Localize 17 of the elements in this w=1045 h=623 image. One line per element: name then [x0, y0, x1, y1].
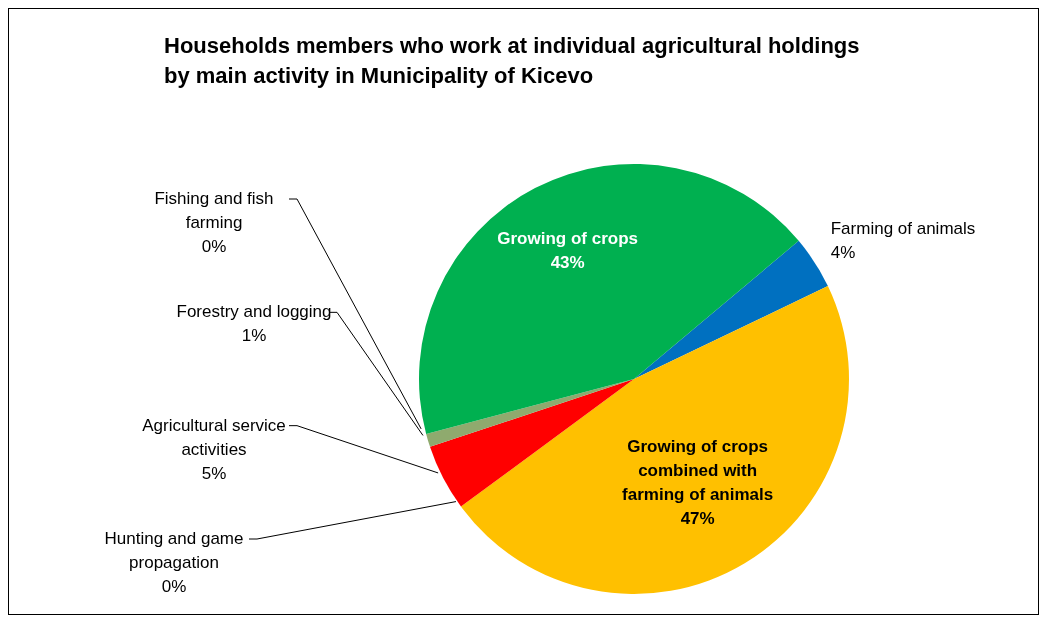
data-label: 47%	[680, 509, 715, 529]
slice-label: Growing of crops combined with farming of animals	[622, 437, 774, 505]
chart-title: Households members who work at individual agricultural holdings by main activity in Municipality of Kicevo	[164, 32, 861, 90]
slice-label: Agricultural service activities	[142, 415, 286, 459]
pie-slice	[419, 164, 799, 434]
text: 0%	[161, 577, 187, 596]
slice-label: Farming of animals	[830, 218, 976, 238]
data-label: 43%	[550, 252, 585, 272]
slice-label: Growing of crops	[497, 228, 639, 248]
pie-slice	[460, 286, 849, 594]
data-label: 5%	[201, 463, 227, 483]
slice-label: Forestry and logging	[176, 302, 332, 322]
category-label: Hunting and game propagation	[104, 529, 244, 572]
data-label: 4%	[830, 242, 856, 262]
category-label: Fishing and fish farming	[154, 189, 274, 232]
data-label: 1%	[241, 326, 267, 346]
text: 0%	[201, 237, 227, 256]
